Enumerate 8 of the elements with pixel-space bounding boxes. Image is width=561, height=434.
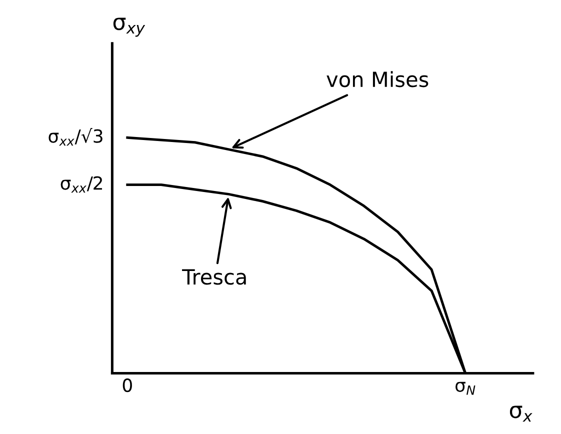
annotation: Tresca xyxy=(182,269,246,285)
x-tick-label: 0 xyxy=(122,378,132,392)
x-axis-title: σ$_{x}$ xyxy=(510,406,532,422)
x-tick-label: σ$_{N}$ xyxy=(456,382,476,395)
text: σ$_{xx}$/2 xyxy=(60,176,102,193)
text: von Mises xyxy=(326,71,428,88)
y-axis-title: σ$_{xy}$ xyxy=(113,18,146,37)
text: σ$_{xx}$/√3 xyxy=(48,128,102,146)
